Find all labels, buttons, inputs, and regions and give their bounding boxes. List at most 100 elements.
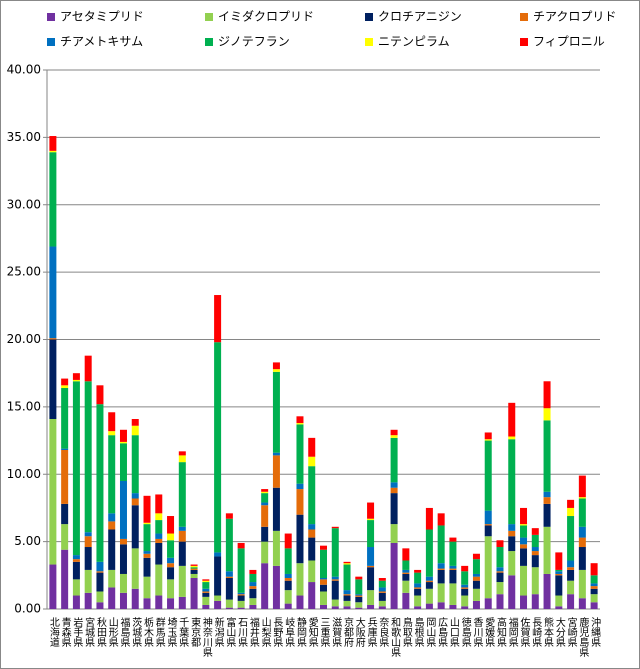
bar-segment: [555, 571, 563, 574]
bar-segment: [531, 547, 539, 552]
bar-segment: [108, 529, 116, 570]
bar-segment: [496, 572, 504, 583]
bar-segment: [249, 569, 257, 574]
bar-segment: [320, 604, 327, 609]
bar-segment: [167, 557, 175, 564]
bar-segment: [508, 436, 516, 440]
bar-segment: [555, 595, 563, 607]
bar-segment: [72, 373, 80, 380]
bar-segment: [190, 568, 198, 570]
bar-segment: [308, 582, 316, 609]
x-tick-label: 三重県: [318, 617, 330, 648]
bar-segment: [108, 521, 116, 530]
bar-segment: [520, 525, 528, 538]
bar-segment: [190, 573, 198, 579]
bar-segment: [308, 437, 316, 457]
x-tick-label: 神奈川県: [200, 616, 212, 658]
bar-segment: [155, 564, 163, 596]
x-tick-label: 岐阜県: [283, 616, 295, 648]
bar-segment: [261, 563, 269, 609]
bar-segment: [531, 594, 539, 609]
bar-segment: [402, 580, 410, 593]
bar-segment: [343, 595, 351, 601]
bar-segment: [61, 503, 69, 525]
bar-segment: [190, 565, 198, 568]
x-tick-label: 山梨県: [259, 617, 271, 648]
bar-segment: [249, 588, 257, 599]
x-tick-label: 石川県: [236, 617, 248, 648]
bar-segment: [272, 369, 280, 372]
bar-segment: [555, 606, 563, 609]
bar-segment: [449, 541, 457, 566]
bar-segment: [119, 441, 127, 444]
bar-segment: [543, 420, 551, 492]
bar-segment: [484, 510, 492, 525]
bar-segment: [508, 402, 516, 437]
bar-segment: [555, 573, 563, 576]
bar-segment: [108, 569, 116, 588]
bar-segment: [496, 567, 504, 572]
bar-segment: [449, 569, 457, 584]
bar-segment: [308, 537, 316, 561]
bar-segment: [178, 565, 186, 597]
bar-segment: [555, 552, 563, 570]
bar-segment: [520, 544, 528, 549]
x-tick-label: 愛知県: [306, 616, 318, 648]
bar-segment: [484, 439, 492, 441]
bar-segment: [72, 579, 80, 596]
bar-segment: [437, 568, 445, 570]
bar-segment: [320, 579, 327, 585]
bar-segment: [472, 600, 480, 609]
bar-segment: [214, 295, 222, 343]
bar-segment: [437, 513, 445, 526]
bar-segment: [225, 599, 233, 608]
bar-segment: [437, 563, 445, 569]
legend-swatch: [520, 13, 528, 21]
x-tick-label: 青森県: [59, 616, 71, 648]
bar-segment: [472, 559, 480, 574]
bar-segment: [484, 440, 492, 511]
bar-segment: [496, 540, 504, 548]
bar-segment: [96, 591, 104, 603]
bar-segment: [355, 576, 363, 580]
bar-segment: [343, 594, 351, 596]
bar-segment: [508, 530, 516, 537]
bar-segment: [214, 600, 222, 609]
bar-segment: [155, 494, 163, 514]
bar-segment: [49, 136, 57, 151]
bar-segment: [367, 547, 375, 566]
legend-label: チアクロプリド: [533, 10, 616, 24]
bar-segment: [320, 549, 327, 579]
bar-segment: [84, 592, 92, 609]
bar-segment: [96, 602, 104, 609]
legend-label: クロチアニジン: [378, 10, 462, 24]
bar-segment: [402, 572, 410, 574]
bar-segment: [167, 516, 175, 534]
bar-segment: [72, 559, 80, 562]
bar-segment: [425, 588, 433, 604]
bar-segment: [72, 555, 80, 560]
bar-segment: [461, 588, 469, 596]
bar-segment: [143, 495, 151, 523]
bar-segment: [108, 431, 116, 436]
x-tick-label: 岡山県: [424, 617, 436, 648]
bar-segment: [461, 595, 469, 607]
bar-segment: [108, 587, 116, 609]
x-tick-label: 北海道: [47, 617, 59, 647]
bar-segment: [167, 567, 175, 580]
bar-segment: [425, 603, 433, 609]
x-tick-label: 佐賀県: [518, 617, 530, 648]
bar-segment: [225, 571, 233, 577]
x-tick-label: 熊本県: [542, 616, 554, 648]
bar-segment: [261, 526, 269, 542]
bar-segment: [343, 590, 351, 595]
x-tick-label: 鳥取県: [400, 616, 412, 648]
bar-segment: [567, 499, 575, 508]
bar-segment: [402, 592, 410, 609]
x-tick-label: 京都府: [342, 616, 354, 648]
bar-segment: [520, 524, 528, 526]
bar-segment: [578, 497, 586, 499]
bar-segment: [543, 408, 551, 421]
bar-segment: [119, 443, 127, 481]
